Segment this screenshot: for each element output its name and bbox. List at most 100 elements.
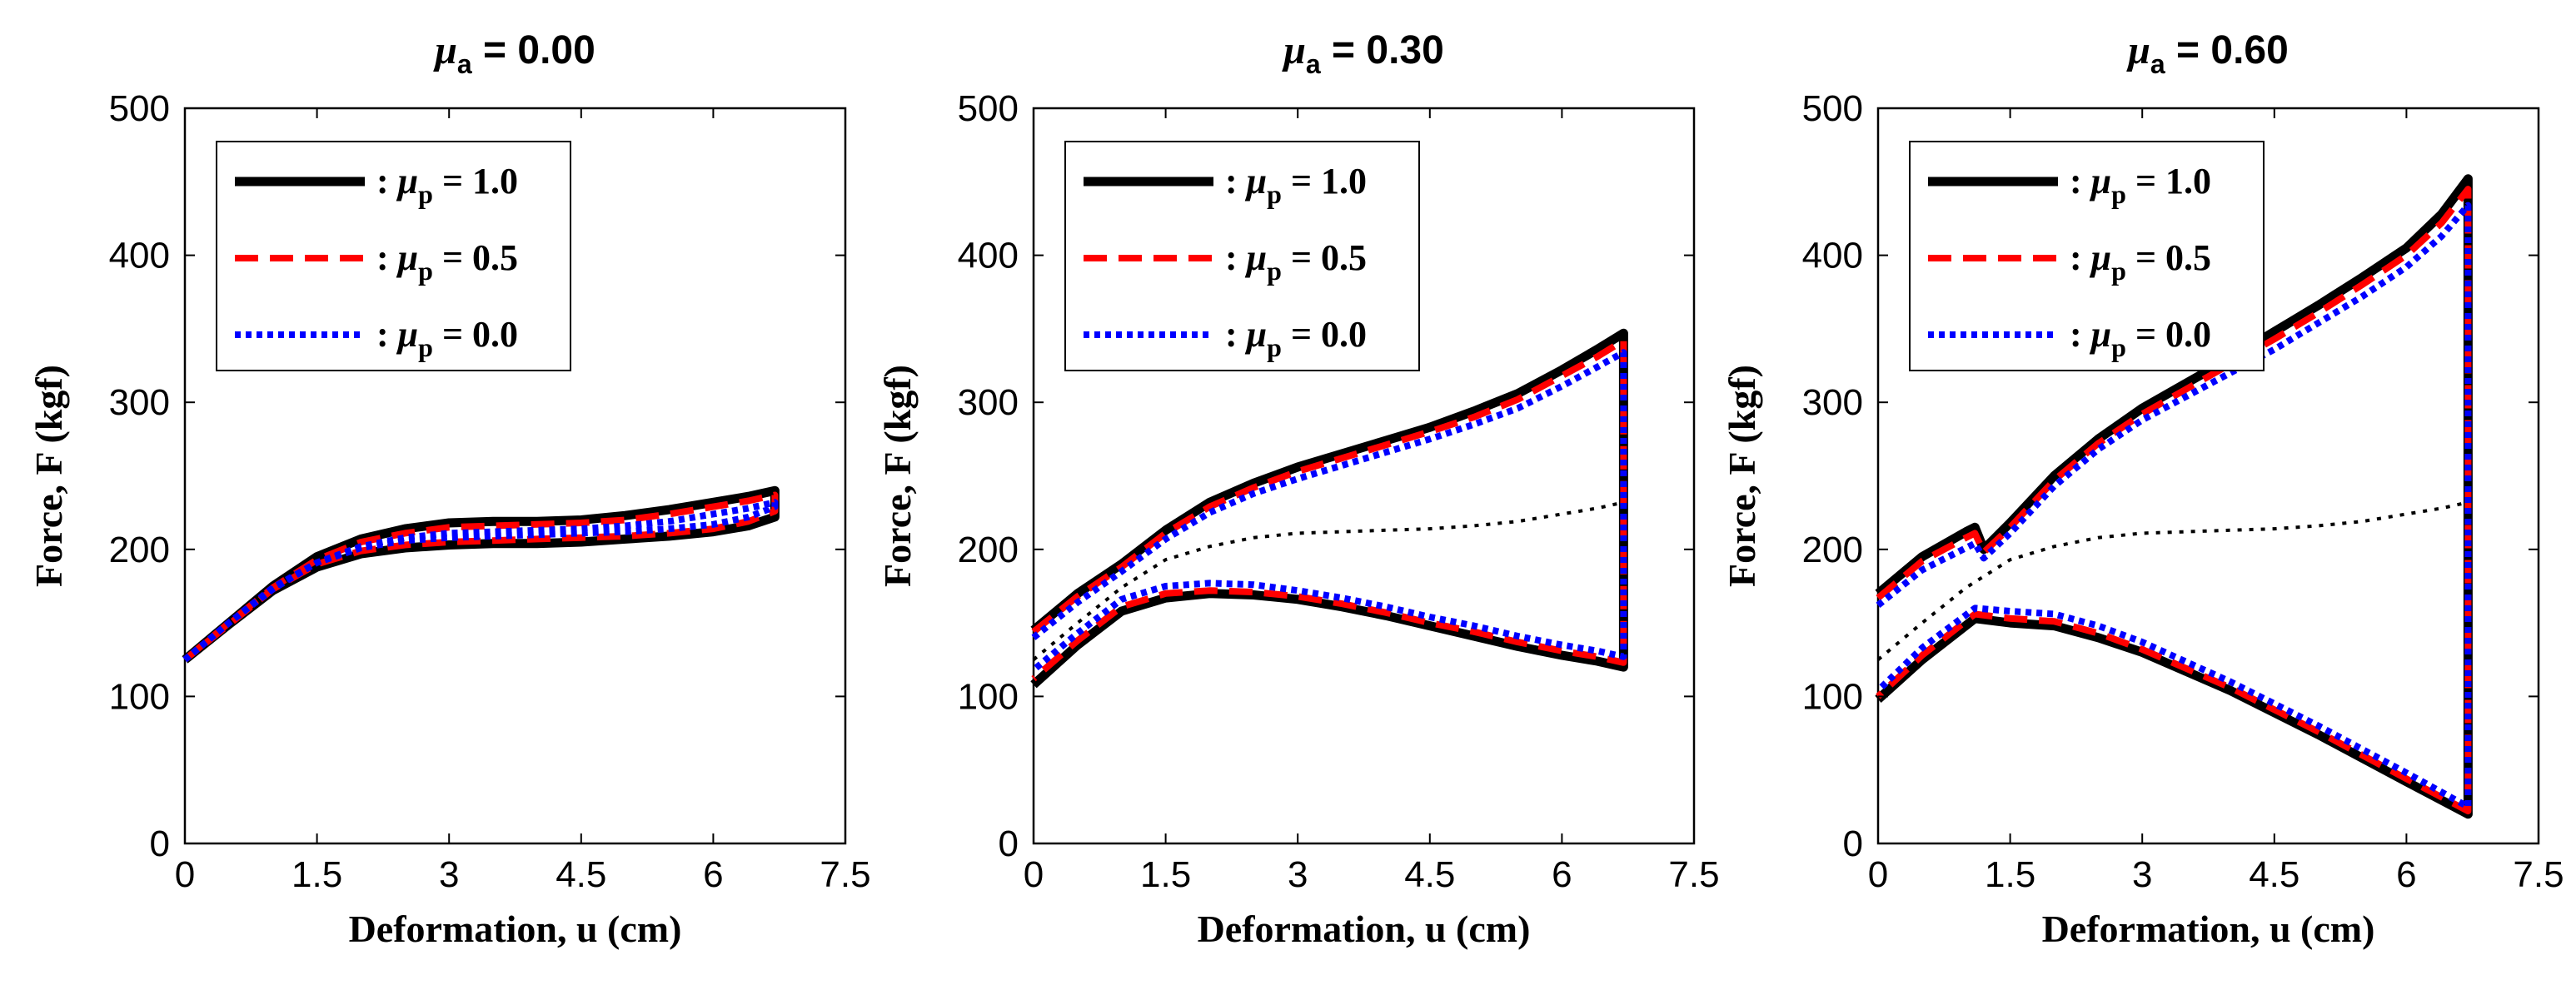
y-tick-label: 0 bbox=[150, 823, 170, 864]
x-tick-label: 1.5 bbox=[1985, 854, 2035, 895]
legend-symbol: μ bbox=[1245, 237, 1267, 278]
legend-value: = 0.5 bbox=[1282, 237, 1367, 278]
legend-symbol: μ bbox=[1245, 161, 1267, 201]
legend-value: = 0.0 bbox=[1282, 314, 1367, 355]
y-tick-label: 0 bbox=[1843, 823, 1863, 864]
chart-title: μa = 0.60 bbox=[2125, 28, 2289, 79]
y-tick-label: 400 bbox=[1802, 236, 1863, 276]
legend-symbol: μ bbox=[396, 161, 418, 201]
title-subscript: a bbox=[1306, 49, 1321, 79]
x-axis-label: Deformation, u (cm) bbox=[349, 908, 682, 950]
title-subscript: a bbox=[2150, 49, 2165, 79]
title-symbol: μ bbox=[1281, 28, 1306, 72]
title-symbol: μ bbox=[2125, 28, 2150, 72]
y-tick-label: 400 bbox=[958, 236, 1019, 276]
y-tick-label: 100 bbox=[958, 676, 1019, 717]
legend-value: = 1.0 bbox=[2126, 161, 2211, 201]
legend-value: = 1.0 bbox=[433, 161, 518, 201]
legend-colon: : bbox=[2070, 161, 2091, 201]
reference-curve bbox=[1032, 500, 1624, 661]
x-tick-label: 4.5 bbox=[556, 854, 606, 895]
y-tick-label: 500 bbox=[1802, 88, 1863, 129]
y-axis-label: Force, F (kgf) bbox=[876, 365, 919, 587]
x-axis-label: Deformation, u (cm) bbox=[2042, 908, 2375, 950]
legend-subscript: p bbox=[2111, 256, 2126, 286]
legend-colon: : bbox=[2070, 314, 2091, 355]
y-tick-label: 300 bbox=[1802, 382, 1863, 423]
x-tick-label: 0 bbox=[1024, 854, 1044, 895]
title-subscript: a bbox=[457, 49, 472, 79]
x-tick-label: 6 bbox=[1552, 854, 1572, 895]
y-axis-label: Force, F (kgf) bbox=[1721, 365, 1763, 587]
reference-curve bbox=[1876, 500, 2469, 661]
x-tick-label: 4.5 bbox=[2249, 854, 2299, 895]
title-value: = 0.00 bbox=[472, 28, 595, 72]
legend-colon: : bbox=[1225, 314, 1247, 355]
x-tick-label: 3 bbox=[2132, 854, 2152, 895]
y-tick-label: 100 bbox=[109, 676, 170, 717]
legend-label-1: : μp = 1.0 bbox=[1225, 161, 1367, 209]
y-tick-label: 200 bbox=[1802, 530, 1863, 570]
legend-subscript: p bbox=[2111, 179, 2126, 209]
legend-colon: : bbox=[1225, 237, 1247, 278]
y-tick-label: 300 bbox=[109, 382, 170, 423]
legend-label-2: : μp = 0.5 bbox=[1225, 237, 1367, 286]
legend-value: = 0.0 bbox=[433, 314, 518, 355]
legend-label-2: : μp = 0.5 bbox=[376, 237, 518, 286]
y-tick-label: 200 bbox=[958, 530, 1019, 570]
legend-colon: : bbox=[376, 237, 398, 278]
legend-subscript: p bbox=[1267, 179, 1282, 209]
legend-symbol: μ bbox=[2090, 314, 2111, 355]
series-line-2 bbox=[1031, 337, 1627, 682]
legend-symbol: μ bbox=[1245, 314, 1267, 355]
legend-subscript: p bbox=[2111, 332, 2126, 362]
legend: : μp = 1.0: μp = 0.5: μp = 0.0 bbox=[1909, 141, 2265, 371]
panels: 0 1.5 3 4.5 6 7.50100200300400500Deformation,… bbox=[27, 28, 2564, 950]
x-tick-label: 7.5 bbox=[820, 854, 870, 895]
x-tick-label: 6 bbox=[703, 854, 723, 895]
legend-value: = 0.5 bbox=[433, 237, 518, 278]
x-axis-label: Deformation, u (cm) bbox=[1198, 908, 1531, 950]
y-tick-label: 500 bbox=[109, 88, 170, 129]
legend-subscript: p bbox=[418, 179, 433, 209]
legend: : μp = 1.0: μp = 0.5: μp = 0.0 bbox=[216, 141, 571, 371]
chart-title: μa = 0.00 bbox=[432, 28, 595, 79]
chart-panel-3: 0 1.5 3 4.5 6 7.5 0 100 200 300 400 500 Deformation,… bbox=[1721, 28, 2564, 950]
legend-label-2: : μp = 0.5 bbox=[2070, 237, 2211, 286]
title-value: = 0.30 bbox=[1321, 28, 1444, 72]
x-tick-label: 0 bbox=[1868, 854, 1888, 895]
legend-subscript: p bbox=[1267, 332, 1282, 362]
series-line-3 bbox=[1031, 349, 1627, 673]
legend-value: = 0.5 bbox=[2126, 237, 2211, 278]
y-tick-label: 0 bbox=[999, 823, 1019, 864]
y-tick-label: 400 bbox=[109, 236, 170, 276]
series-line-2 bbox=[1876, 186, 2472, 815]
x-tick-label: 0 bbox=[175, 854, 195, 895]
legend-symbol: μ bbox=[2090, 237, 2111, 278]
legend: : μp = 1.0: μp = 0.5: μp = 0.0 bbox=[1064, 141, 1420, 371]
title-symbol: μ bbox=[432, 28, 457, 72]
x-tick-label: 1.5 bbox=[1140, 854, 1191, 895]
y-tick-label: 500 bbox=[958, 88, 1019, 129]
chart-panel-2: 0 1.5 3 4.5 6 7.5 0 100 200 300 400 500 Deformation,… bbox=[876, 28, 1720, 950]
legend-colon: : bbox=[1225, 161, 1247, 201]
chart-title: μa = 0.30 bbox=[1281, 28, 1444, 79]
x-tick-label: 3 bbox=[1288, 854, 1308, 895]
y-tick-label: 300 bbox=[958, 382, 1019, 423]
legend-symbol: μ bbox=[2090, 161, 2111, 201]
x-tick-label: 4.5 bbox=[1404, 854, 1455, 895]
x-tick-label: 6 bbox=[2396, 854, 2416, 895]
legend-value: = 1.0 bbox=[1282, 161, 1367, 201]
legend-symbol: μ bbox=[396, 237, 418, 278]
legend-colon: : bbox=[376, 161, 398, 201]
chart-panel-1: 0 1.5 3 4.5 6 7.5 0 100 200 300 400 500 Deformation,… bbox=[27, 28, 871, 950]
legend-subscript: p bbox=[1267, 256, 1282, 286]
y-tick-label: 200 bbox=[109, 530, 170, 570]
series-line-3 bbox=[1876, 201, 2472, 810]
legend-colon: : bbox=[2070, 237, 2091, 278]
legend-subscript: p bbox=[418, 256, 433, 286]
legend-label-1: : μp = 1.0 bbox=[2070, 161, 2211, 209]
x-tick-label: 7.5 bbox=[2513, 854, 2564, 895]
legend-colon: : bbox=[376, 314, 398, 355]
